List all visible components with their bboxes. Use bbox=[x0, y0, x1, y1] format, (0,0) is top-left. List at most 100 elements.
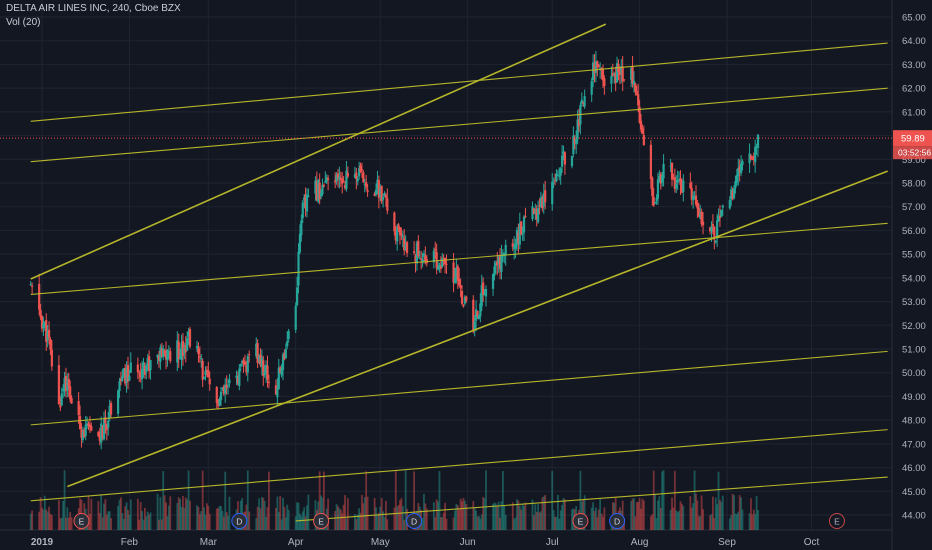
trendline[interactable] bbox=[30, 42, 888, 122]
candle-body bbox=[43, 321, 46, 327]
volume-bar bbox=[513, 518, 516, 530]
candle-body bbox=[393, 212, 396, 232]
candle-body bbox=[669, 165, 672, 167]
candle-body bbox=[401, 235, 404, 238]
volume-bar bbox=[345, 518, 348, 530]
candle-body bbox=[238, 368, 241, 386]
candle-body bbox=[716, 220, 719, 239]
volume-bar bbox=[98, 513, 101, 530]
volume-bar bbox=[136, 498, 139, 530]
candle-body bbox=[117, 390, 120, 414]
volume-bar bbox=[266, 507, 269, 530]
dividend-marker[interactable] bbox=[231, 513, 248, 529]
volume-bar bbox=[630, 501, 633, 530]
volume-bar bbox=[437, 501, 439, 530]
volume-bar bbox=[680, 503, 683, 530]
volume-bar bbox=[635, 502, 638, 530]
candle-body bbox=[730, 189, 733, 200]
volume-bar bbox=[564, 499, 566, 530]
volume-bar bbox=[396, 506, 399, 530]
candle-body bbox=[136, 364, 139, 373]
volume-bar bbox=[593, 510, 596, 530]
candle-body bbox=[98, 436, 101, 441]
volume-bar bbox=[503, 504, 506, 530]
candle-body bbox=[700, 211, 703, 225]
trendline[interactable] bbox=[67, 170, 888, 488]
volume-bar bbox=[58, 499, 60, 530]
candle-body bbox=[670, 162, 674, 180]
volume-bar bbox=[494, 503, 497, 530]
volume-bar bbox=[600, 513, 603, 530]
volume-bar bbox=[538, 512, 541, 530]
y-tick-label: 58.00 bbox=[902, 179, 926, 190]
candle-body bbox=[658, 175, 661, 182]
volume-bar bbox=[514, 517, 517, 530]
candle-body bbox=[149, 359, 152, 371]
volume-bar bbox=[359, 512, 362, 530]
volume-bar bbox=[184, 497, 187, 530]
earnings-marker[interactable] bbox=[73, 513, 90, 529]
volume-bar bbox=[29, 513, 32, 530]
volume-bar bbox=[540, 511, 542, 530]
candle-body bbox=[107, 420, 110, 428]
candle-body bbox=[31, 285, 34, 287]
dividend-marker[interactable] bbox=[609, 513, 626, 529]
candle-body bbox=[167, 351, 170, 353]
candle-body bbox=[343, 185, 347, 189]
volume-bar bbox=[327, 498, 330, 530]
volume-bar bbox=[263, 500, 266, 530]
candle-body bbox=[362, 172, 365, 182]
volume-bar bbox=[176, 502, 179, 530]
candle-body bbox=[297, 251, 300, 286]
volume-bar bbox=[227, 515, 229, 530]
dividend-marker-label: D bbox=[411, 516, 417, 526]
candle-body bbox=[148, 356, 151, 371]
volume-bar bbox=[444, 502, 447, 530]
trendline[interactable] bbox=[30, 87, 888, 163]
x-tick-label: Sep bbox=[718, 537, 736, 548]
volume-bar bbox=[182, 495, 184, 530]
candle-body bbox=[121, 376, 124, 382]
volume-bar bbox=[394, 471, 397, 530]
candle-body bbox=[632, 80, 636, 85]
earnings-marker-label: E bbox=[318, 516, 324, 526]
trendline[interactable] bbox=[30, 23, 607, 280]
candle-body bbox=[334, 180, 337, 183]
candle-body bbox=[101, 425, 104, 438]
volume-bar bbox=[721, 495, 724, 530]
volume-bar bbox=[751, 514, 754, 530]
volume-bar bbox=[558, 518, 561, 530]
volume-bar bbox=[38, 511, 41, 530]
volume-bar bbox=[699, 515, 702, 530]
candle-body bbox=[277, 367, 280, 390]
trendline[interactable] bbox=[295, 476, 888, 522]
volume-bar bbox=[177, 497, 180, 530]
volume-bar bbox=[127, 509, 129, 530]
volume-bar bbox=[158, 519, 160, 530]
trendline[interactable] bbox=[30, 350, 888, 426]
dividend-marker[interactable] bbox=[406, 513, 423, 529]
candle-body bbox=[81, 431, 84, 440]
volume-bar bbox=[282, 497, 284, 530]
y-tick-label: 61.00 bbox=[902, 107, 926, 118]
volume-bar bbox=[118, 499, 121, 530]
volume-bar bbox=[149, 512, 152, 530]
candle-body bbox=[414, 255, 417, 263]
candle-body bbox=[200, 358, 203, 360]
volume-bar bbox=[463, 500, 466, 530]
candle-body bbox=[267, 381, 271, 383]
candle-body bbox=[280, 368, 283, 376]
volume-bar bbox=[678, 510, 680, 530]
volume-bar bbox=[731, 493, 734, 530]
candle-body bbox=[654, 202, 657, 204]
earnings-marker[interactable] bbox=[572, 513, 589, 529]
earnings-marker[interactable] bbox=[828, 513, 845, 529]
candle-body bbox=[376, 179, 379, 190]
trendline[interactable] bbox=[30, 222, 888, 296]
candle-body bbox=[259, 354, 262, 366]
trendline[interactable] bbox=[30, 429, 888, 502]
volume-bar bbox=[695, 493, 697, 530]
volume-bar bbox=[535, 512, 538, 530]
earnings-marker[interactable] bbox=[313, 513, 330, 529]
